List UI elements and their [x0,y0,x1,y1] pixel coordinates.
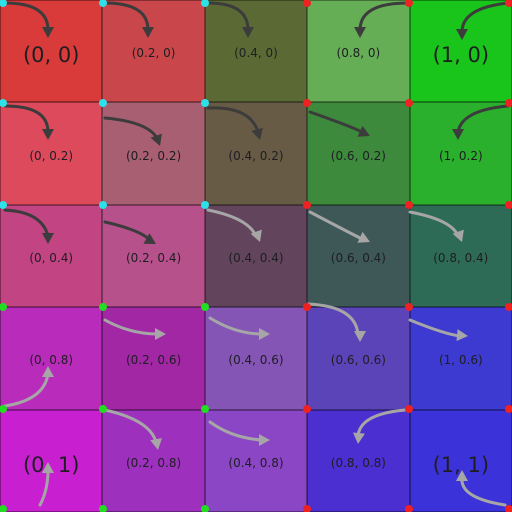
cell-coordinate-label: (0.8, 0) [336,46,381,61]
cell-coordinate-label: (0.2, 0.8) [126,455,182,470]
cell-coordinate-label: (0.6, 0.4) [330,250,386,265]
cell-coordinate-label: (0, 0) [22,43,80,68]
grid-cell: (0, 0.8) [0,307,103,410]
cell-coordinate-label: (0.8, 0.8) [330,455,386,470]
grid-cell: (0.4, 0) [204,0,308,103]
grid-cell: (0.2, 0.8) [102,409,205,512]
cell-coordinate-label: (0.6, 0.6) [330,353,386,368]
grid-cell: (0.4, 0.4) [204,204,308,308]
grid-cell: (1, 1) [409,409,512,512]
cell-coordinate-label: (0.6, 0.2) [330,148,386,163]
cell-coordinate-label: (1, 0.6) [438,353,483,368]
grid-cell: (0.6, 0.2) [307,102,410,205]
grid-cell: (0.4, 0.6) [204,307,308,410]
cell-coordinate-label: (0, 0.4) [29,250,74,265]
grid-cell: (1, 0.2) [409,102,512,205]
cell-coordinate-label: (0.4, 0) [234,46,278,61]
cell-coordinate-label: (0.2, 0) [131,46,176,61]
cell-coordinate-label: (0.4, 0.6) [228,353,284,368]
grid-cell: (1, 0) [409,0,512,103]
grid-cell: (0, 0.2) [0,102,103,205]
grid-cell: (0.4, 0.8) [204,409,308,512]
cell-coordinate-label: (0.2, 0.4) [126,250,182,265]
cell-coordinate-label: (0, 0.8) [29,353,74,368]
cell-coordinate-label: (1, 0) [432,43,490,68]
cell-coordinate-label: (1, 0.2) [438,148,483,163]
cell-coordinate-label: (0.2, 0.2) [126,148,182,163]
grid-cell: (0.2, 0.6) [102,307,205,410]
grid-cell: (0.6, 0.4) [307,204,410,308]
cell-coordinate-label: (0.2, 0.6) [126,353,182,368]
grid-cell: (0.4, 0.2) [204,102,308,205]
grid-cell: (0.2, 0) [102,0,205,103]
cell-coordinate-label: (0.8, 0.4) [433,250,489,265]
grid-cell: (1, 0.6) [409,307,512,410]
cell-coordinate-label: (0, 0.2) [29,148,74,163]
grid-cell: (0, 1) [0,409,103,512]
cell-coordinate-label: (1, 1) [432,452,490,477]
grid-cell: (0, 0.4) [0,204,103,308]
cell-coordinate-label: (0, 1) [22,452,80,477]
cell-coordinate-label: (0.4, 0.8) [228,455,284,470]
grid-cell: (0.2, 0.4) [102,204,205,308]
grid-cell: (0.8, 0.4) [409,204,512,308]
grid-cell: (0.2, 0.2) [102,102,205,205]
cell-coordinate-label: (0.4, 0.4) [228,250,284,265]
grid-cell: (0.6, 0.6) [307,307,410,410]
grid-cell: (0.8, 0.8) [307,409,410,512]
grid-cell: (0, 0) [0,0,103,103]
grid-cell: (0.8, 0) [307,0,410,103]
cell-coordinate-label: (0.4, 0.2) [228,148,284,163]
